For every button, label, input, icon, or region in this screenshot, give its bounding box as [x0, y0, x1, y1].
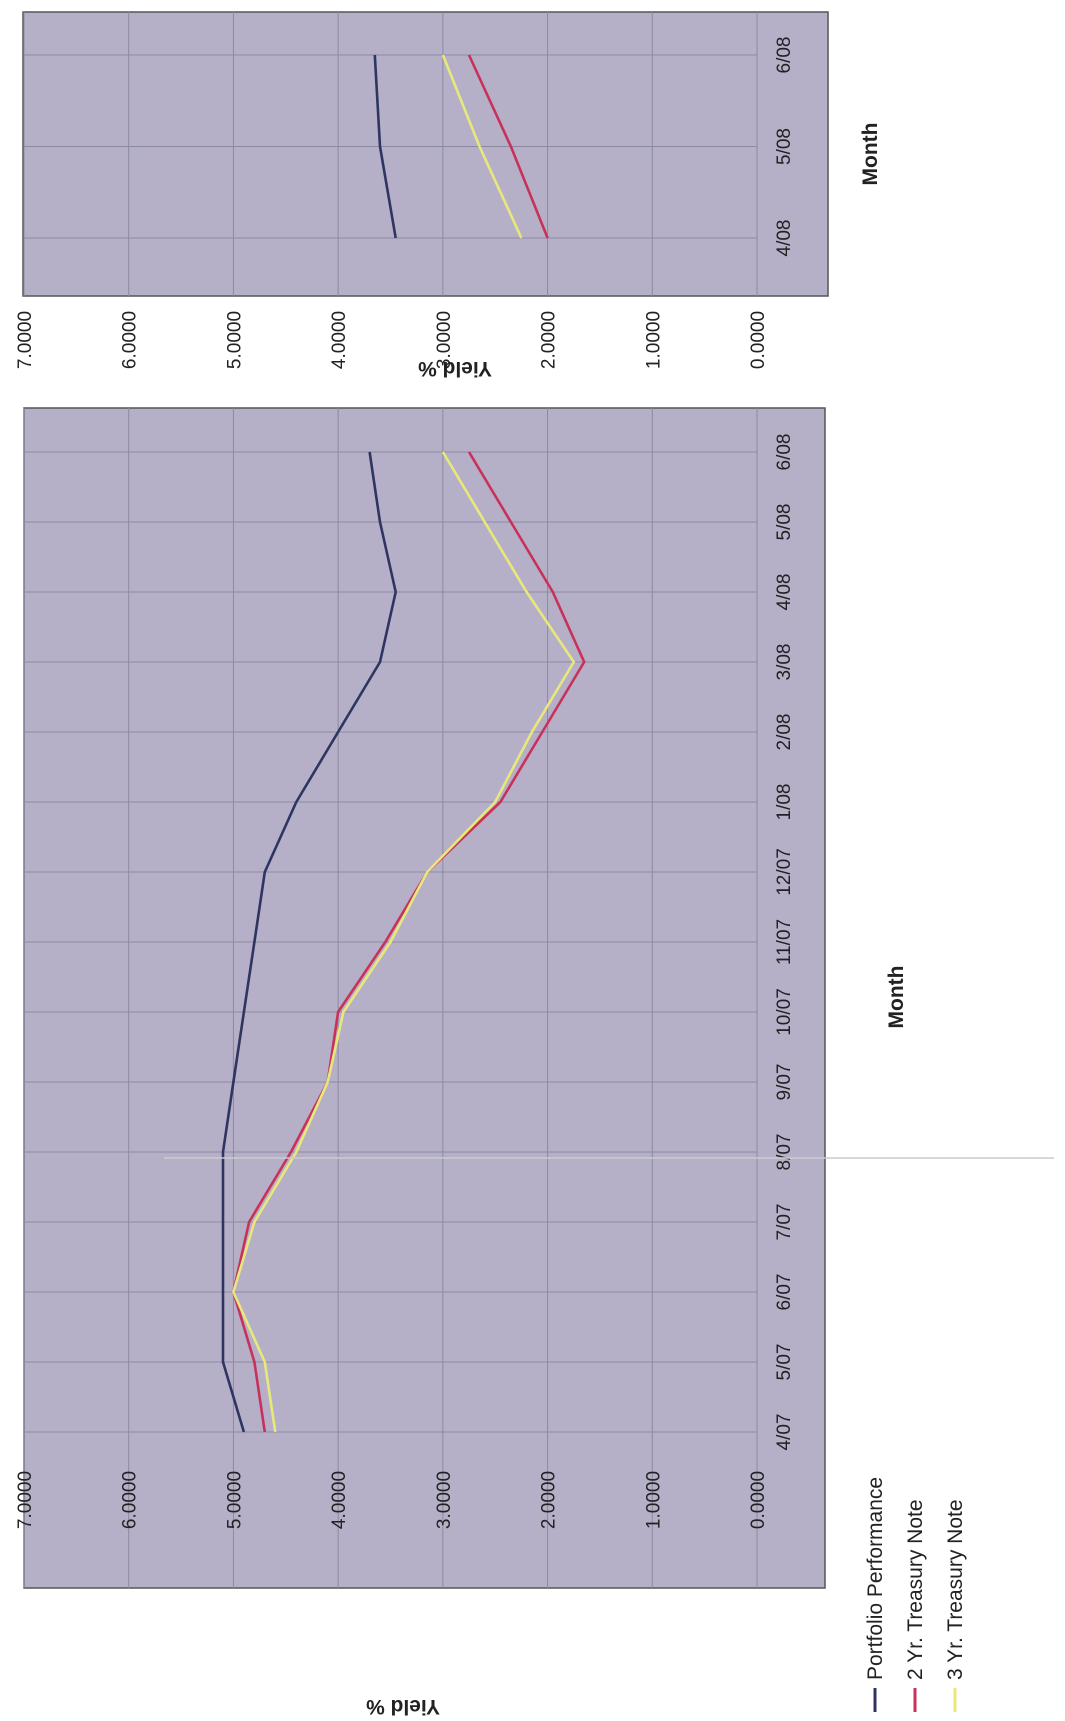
main-x-axis-title: Month	[885, 966, 908, 1029]
y-tick-label: 7.0000	[15, 311, 36, 369]
x-tick-label: 8/07	[774, 1134, 795, 1171]
legend-items: Portfolio Performance 2 Yr. Treasury Note…	[864, 1477, 967, 1712]
series-line-2	[232, 451, 586, 1433]
y-tick-label: 5.0000	[224, 1471, 245, 1529]
small-series-lines	[373, 54, 549, 239]
y-tick-label: 2.0000	[539, 1471, 560, 1529]
small-y-axis-title: Yield %	[418, 357, 492, 380]
y-tick-label: 7.0000	[15, 1471, 36, 1529]
y-tick-label: 3.0000	[434, 311, 455, 369]
y-tick-label: 0.0000	[748, 311, 769, 369]
series-line-1	[373, 54, 397, 239]
main-plot-area	[23, 407, 826, 1589]
series-line-3	[441, 54, 523, 239]
small-plot-area	[22, 11, 829, 297]
y-tick-label: 4.0000	[329, 1471, 350, 1529]
x-tick-label: 6/08	[774, 37, 795, 74]
small-x-tick-labels: 4/08 5/08 6/08	[774, 37, 795, 257]
main-y-tick-labels: 0.0000 1.0000 2.0000 3.0000 4.0000 5.0000 6.00…	[15, 1471, 769, 1529]
recent-yield-chart: 0.0000 1.0000 2.0000 3.0000 4.0000 5.0000 6.00…	[15, 11, 882, 380]
x-tick-label: 4/07	[774, 1414, 795, 1451]
y-tick-label: 1.0000	[643, 1471, 664, 1529]
x-tick-label: 4/08	[774, 574, 795, 611]
x-tick-label: 6/08	[774, 434, 795, 471]
y-tick-label: 2.0000	[539, 311, 560, 369]
main-yield-chart: 0.0000 1.0000 2.0000 3.0000 4.0000 5.0000 6.00…	[15, 407, 908, 1718]
y-tick-label: 5.0000	[224, 311, 245, 369]
y-tick-label: 0.0000	[748, 1471, 769, 1529]
x-tick-label: 1/08	[774, 784, 795, 821]
series-line-1	[221, 451, 398, 1433]
x-tick-label: 2/08	[774, 714, 795, 751]
y-tick-label: 1.0000	[643, 311, 664, 369]
x-tick-label: 10/07	[774, 988, 795, 1036]
x-tick-label: 5/08	[774, 128, 795, 165]
small-gridlines	[23, 12, 758, 296]
main-series-lines	[221, 451, 586, 1433]
x-tick-label: 3/08	[774, 644, 795, 681]
x-tick-label: 12/07	[774, 848, 795, 896]
main-x-tick-labels: 4/07 5/07 6/07 7/07 8/07 9/07 10/07 11/07 12/07 1…	[774, 434, 795, 1451]
y-tick-label: 4.0000	[329, 311, 350, 369]
x-tick-label: 11/07	[774, 919, 795, 965]
x-tick-label: 6/07	[774, 1274, 795, 1311]
x-tick-label: 5/08	[774, 504, 795, 541]
x-tick-label: 4/08	[774, 220, 795, 257]
main-gridlines	[23, 408, 758, 1588]
legend-label-2: 2 Yr. Treasury Note	[904, 1499, 927, 1680]
y-tick-label: 6.0000	[120, 1471, 141, 1529]
y-tick-label: 3.0000	[434, 1471, 455, 1529]
series-line-3	[232, 451, 576, 1433]
legend-label-3: 3 Yr. Treasury Note	[944, 1499, 967, 1680]
small-x-axis-title: Month	[859, 123, 882, 186]
legend-label-1: Portfolio Performance	[864, 1477, 887, 1680]
small-y-tick-labels: 0.0000 1.0000 2.0000 3.0000 4.0000 5.0000 6.00…	[15, 311, 769, 369]
legend: Portfolio Performance 2 Yr. Treasury Note…	[164, 1157, 1054, 1712]
series-line-2	[467, 54, 549, 239]
y-tick-label: 6.0000	[120, 311, 141, 369]
x-tick-label: 5/07	[774, 1344, 795, 1381]
x-tick-label: 9/07	[774, 1064, 795, 1101]
main-y-axis-title: Yield %	[366, 1695, 440, 1718]
x-tick-label: 7/07	[774, 1204, 795, 1241]
